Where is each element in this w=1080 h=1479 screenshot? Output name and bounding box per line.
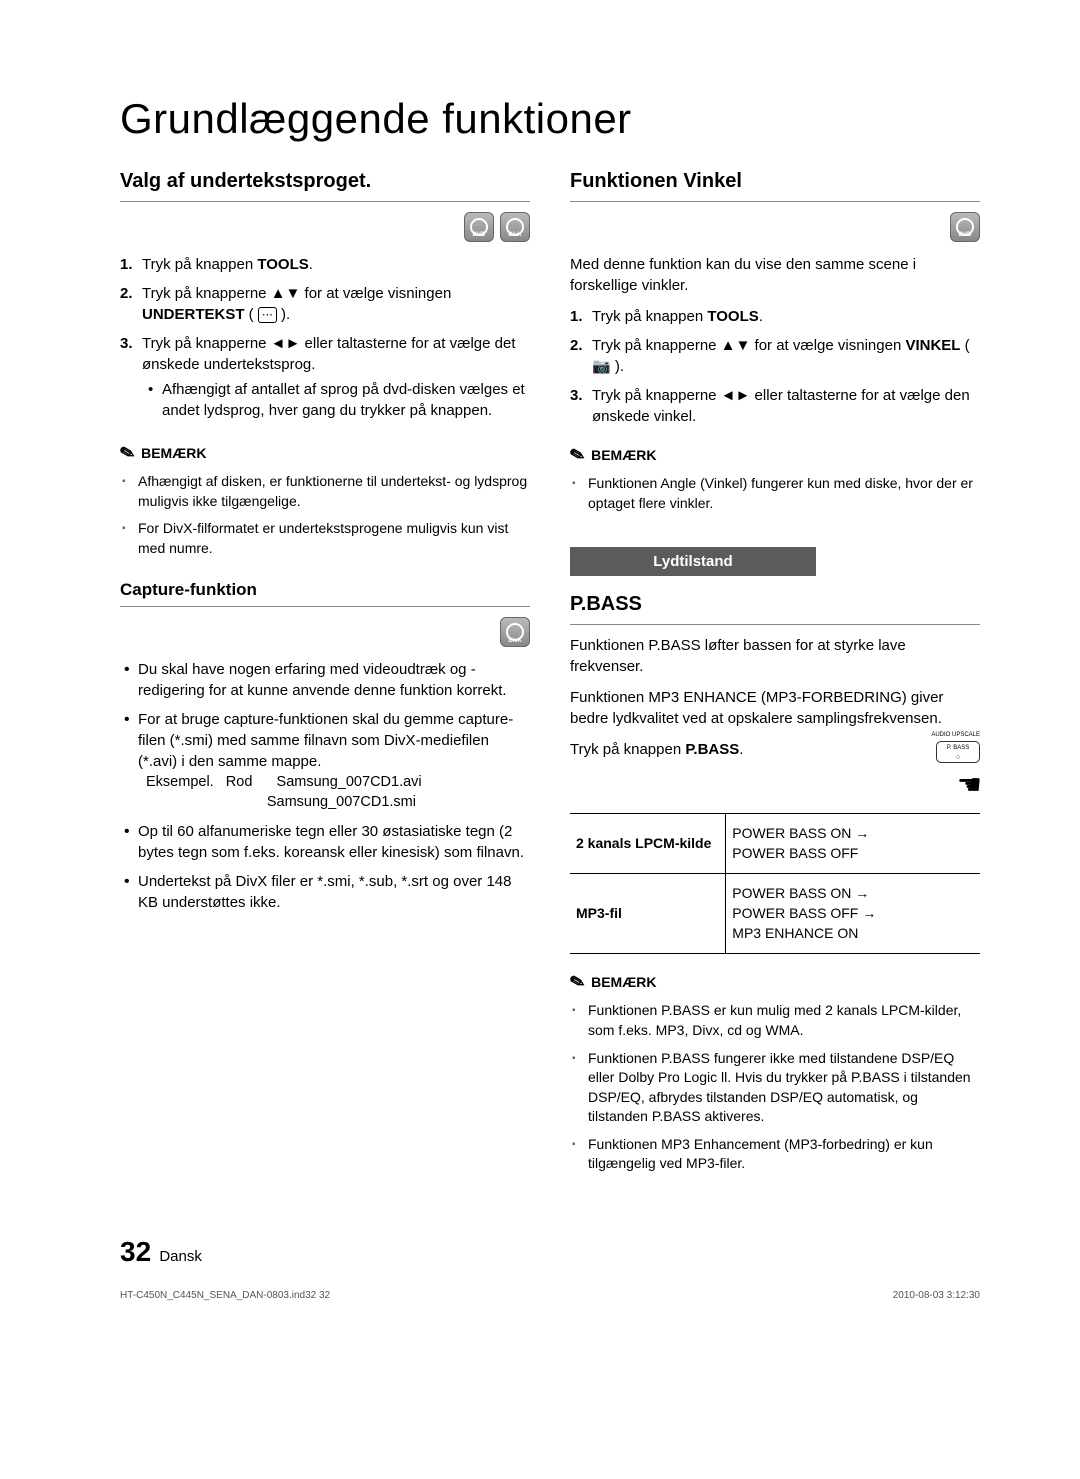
hand-icon: ☚	[957, 771, 982, 799]
table-value: POWER BASS ON →POWER BASS OFF →MP3 ENHAN…	[726, 874, 980, 954]
pbass-press-row: Tryk på knappen P.BASS. AUDIO UPSCALE P.…	[570, 739, 980, 799]
capture-bullets: Du skal have nogen erfaring med videoudt…	[120, 659, 530, 913]
pbass-desc-2: Funktionen MP3 ENHANCE (MP3-FORBEDRING) …	[570, 687, 980, 729]
table-value: POWER BASS ON →POWER BASS OFF	[726, 814, 980, 874]
content-columns: Valg af undertekstsproget. DVD DivX 1.Tr…	[120, 167, 980, 1182]
step-item: 2.Tryk på knapperne ▲▼ for at vælge visn…	[570, 335, 980, 377]
print-timestamp: 2010-08-03 3:12:30	[893, 1289, 980, 1303]
table-row: MP3-filPOWER BASS ON →POWER BASS OFF →MP…	[570, 874, 980, 954]
note-item: Funktionen P.BASS er kun mulig med 2 kan…	[588, 1001, 980, 1040]
angle-heading: Funktionen Vinkel	[570, 167, 980, 202]
pbass-button-label: P. BASS	[937, 744, 979, 752]
note-icon: ✎	[567, 441, 588, 469]
table-key: 2 kanals LPCM-kilde	[570, 814, 726, 874]
page-footer: 32 Dansk HT-C450N_C445N_SENA_DAN-0803.in…	[120, 1232, 980, 1303]
capture-badge-row: DivX	[120, 617, 530, 647]
note-icon: ✎	[117, 439, 138, 467]
example-lines: Eksempel. Rod Samsung_007CD1.avi Samsung…	[138, 772, 530, 813]
note-label: BEMÆRK	[591, 973, 656, 993]
note-item: Funktionen Angle (Vinkel) fungerer kun m…	[588, 474, 980, 513]
sound-mode-tab: Lydtilstand	[570, 547, 816, 576]
subtitle-notes: Afhængigt af disken, er funktionerne til…	[120, 472, 530, 558]
note-heading: ✎ BEMÆRK	[570, 443, 980, 468]
capture-bullet: Du skal have nogen erfaring med videoudt…	[138, 659, 530, 701]
step-item: 3.Tryk på knapperne ◄► eller taltasterne…	[570, 385, 980, 427]
step-item: 3.Tryk på knapperne ◄► eller taltasterne…	[120, 333, 530, 425]
table-row: 2 kanals LPCM-kildePOWER BASS ON →POWER …	[570, 814, 980, 874]
note-icon: ✎	[567, 969, 588, 997]
angle-notes: Funktionen Angle (Vinkel) fungerer kun m…	[570, 474, 980, 513]
angle-badge-row: DVD	[570, 212, 980, 242]
note-item: Funktionen MP3 Enhancement (MP3-forbedri…	[588, 1135, 980, 1174]
note-item: Funktionen P.BASS fungerer ikke med tils…	[588, 1049, 980, 1127]
pbass-heading: P.BASS	[570, 590, 980, 625]
capture-bullet: For at bruge capture-funktionen skal du …	[138, 709, 530, 813]
capture-bullet: Op til 60 alfanumeriske tegn eller 30 øs…	[138, 821, 530, 863]
dvd-icon: DVD	[950, 212, 980, 242]
note-heading: ✎ BEMÆRK	[570, 970, 980, 995]
step-item: 1.Tryk på knappen TOOLS.	[570, 306, 980, 327]
table-key: MP3-fil	[570, 874, 726, 954]
subtitle-steps: 1.Tryk på knappen TOOLS. 2.Tryk på knappe…	[120, 254, 530, 425]
pbass-table: 2 kanals LPCM-kildePOWER BASS ON →POWER …	[570, 813, 980, 954]
capture-heading: Capture-funktion	[120, 578, 530, 607]
note-heading: ✎ BEMÆRK	[120, 441, 530, 466]
capture-bullet: Undertekst på DivX filer er *.smi, *.sub…	[138, 871, 530, 913]
step-item: 2.Tryk på knapperne ▲▼ for at vælge visn…	[120, 283, 530, 325]
pbass-button-illustration: AUDIO UPSCALE P. BASS○ ☚	[885, 739, 980, 799]
step-sub: Afhængigt af antallet af sprog på dvd-di…	[162, 379, 530, 421]
print-filename: HT-C450N_C445N_SENA_DAN-0803.ind32 32	[120, 1289, 330, 1303]
dvd-icon: DVD	[464, 212, 494, 242]
language-label: Dansk	[159, 1248, 202, 1265]
pbass-press-text: Tryk på knappen P.BASS.	[570, 739, 877, 760]
page-title: Grundlæggende funktioner	[120, 90, 980, 149]
page-number: 32	[120, 1236, 151, 1267]
pbass-desc-1: Funktionen P.BASS løfter bassen for at s…	[570, 635, 980, 677]
divx-icon: DivX	[500, 617, 530, 647]
note-item: For DivX-filformatet er undertekstsproge…	[138, 519, 530, 558]
angle-steps: 1.Tryk på knappen TOOLS. 2.Tryk på knappe…	[570, 306, 980, 427]
step-item: 1.Tryk på knappen TOOLS.	[120, 254, 530, 275]
pbass-notes: Funktionen P.BASS er kun mulig med 2 kan…	[570, 1001, 980, 1174]
note-item: Afhængigt af disken, er funktionerne til…	[138, 472, 530, 511]
angle-intro: Med denne funktion kan du vise den samme…	[570, 254, 980, 296]
audio-upscale-label: AUDIO UPSCALE	[931, 731, 980, 739]
note-label: BEMÆRK	[141, 444, 206, 464]
print-metadata: HT-C450N_C445N_SENA_DAN-0803.ind32 32 20…	[120, 1289, 980, 1303]
badge-row: DVD DivX	[120, 212, 530, 242]
note-label: BEMÆRK	[591, 446, 656, 466]
right-column: Funktionen Vinkel DVD Med denne funktion…	[570, 167, 980, 1182]
subtitle-language-heading: Valg af undertekstsproget.	[120, 167, 530, 202]
divx-icon: DivX	[500, 212, 530, 242]
left-column: Valg af undertekstsproget. DVD DivX 1.Tr…	[120, 167, 530, 1182]
